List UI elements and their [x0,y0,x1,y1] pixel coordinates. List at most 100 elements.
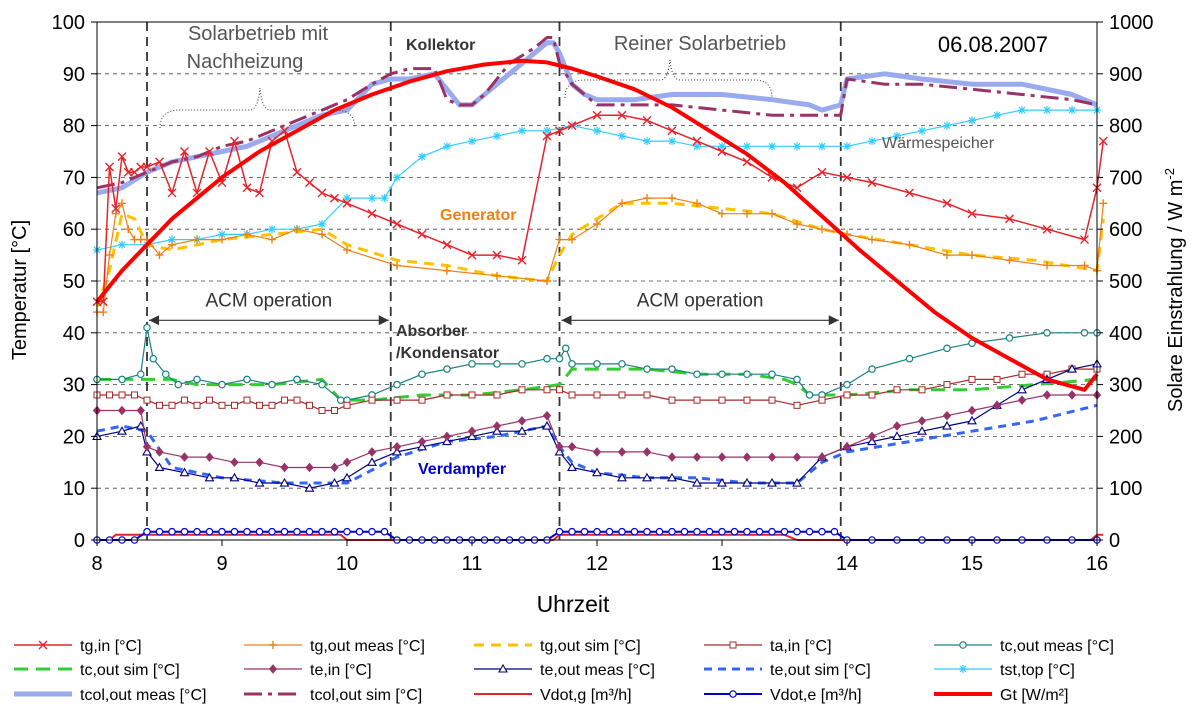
point-tg-out-meas-c-43 [1099,199,1108,208]
point-tg-in-c-3 [111,203,121,213]
point-te-in-c-8 [255,457,264,468]
point-te-out-meas-c-31 [792,477,802,487]
acm-arrow-right-1 [828,315,839,326]
legend-label-vdot-g-m-h: Vdot,g [m³/h] [540,687,632,704]
legend-marker-te-in-c [268,664,278,674]
point-ta-in-c-1 [106,391,113,399]
series-te-out-meas-c [92,358,1102,492]
point-te-out-meas-c-36 [917,426,927,435]
point-tst-top-c-13 [393,173,401,182]
y2-tick-label-3: 300 [1109,375,1142,397]
point-tg-out-meas-c-28 [693,199,701,208]
legend-item-tst-top-c: tst,top [°C] [934,662,1075,679]
point-tg-out-meas-c-20 [493,271,501,280]
point-tc-out-meas-c-9 [243,375,251,384]
y-tick-label-9: 90 [63,64,85,86]
point-ta-in-c-24 [443,391,451,399]
legend-item-gt-w-m: Gt [W/m²] [934,687,1068,704]
point-te-out-meas-c-8 [254,477,265,487]
point-te-in-c-14 [392,442,402,452]
point-ta-in-c-4 [143,396,151,404]
point-tc-out-meas-c-31 [718,370,726,379]
point-te-in-c-22 [567,442,577,452]
point-tg-out-meas-c-15 [293,225,301,234]
point-tst-top-c-11 [368,194,376,203]
point-tg-out-meas-c-38 [968,251,976,260]
point-ta-in-c-48 [1018,370,1026,378]
point-tc-out-meas-c-7 [193,375,201,384]
legend-item-te-out-meas-c: te,out meas [°C] [474,662,655,679]
point-tg-in-c-37 [642,115,652,125]
y-tick-label-6: 60 [63,219,85,241]
point-tg-in-c-46 [867,178,877,188]
point-ta-in-c-41 [843,391,851,399]
point-tst-top-c-31 [843,142,851,151]
point-te-in-c-16 [442,431,452,442]
point-vdot-e-m-h-13 [255,527,264,536]
point-tg-in-c-20 [292,167,302,177]
point-tg-in-c-35 [592,110,602,120]
legend-item-tg-out-meas-c: tg,out meas [°C] [244,638,425,655]
point-ta-in-c-32 [618,391,626,399]
point-tc-out-meas-c-16 [393,380,401,389]
point-tc-out-meas-c-10 [268,380,276,389]
point-tst-top-c-34 [918,126,926,135]
legend-label-tcol-out-meas-c: tcol,out meas [°C] [80,687,206,704]
point-ta-in-c-44 [918,386,926,394]
legend-marker-tg-in-c [38,640,48,650]
y-tick-label-7: 70 [63,167,85,189]
y-tick-label-1: 10 [63,478,85,500]
series-line-tc-out-sim-c [97,367,1098,402]
point-tg-out-meas-c-4 [118,199,126,208]
legend-item-tc-out-sim-c: tc,out sim [°C] [14,662,180,679]
point-vdot-e-m-h-9 [205,527,214,536]
point-te-in-c-19 [517,416,527,426]
point-tc-out-meas-c-34 [793,375,801,384]
point-tc-out-meas-c-25 [568,360,576,368]
point-te-in-c-11 [330,462,339,473]
point-ta-in-c-15 [281,396,288,404]
x-tick-label-6: 14 [836,553,858,575]
point-tg-in-c-22 [317,188,327,198]
point-ta-in-c-34 [668,396,676,404]
point-tst-top-c-14 [418,152,426,161]
series-line-gt-w-m [95,58,1099,392]
point-tc-out-meas-c-28 [643,365,651,373]
point-vdot-e-m-h-58 [818,527,826,536]
point-vdot-e-m-h-8 [193,527,201,536]
point-ta-in-c-27 [518,386,526,394]
y2-tick-label-4: 400 [1109,323,1142,345]
point-tc-out-meas-c-32 [743,370,751,379]
point-tc-out-meas-c-12 [318,380,326,389]
point-vdot-e-m-h-45 [655,527,664,536]
point-te-out-meas-c-42 [1067,363,1077,373]
y-tick-label-0: 0 [74,530,85,552]
point-tg-in-c-39 [692,136,702,146]
point-ta-in-c-39 [793,401,801,409]
point-ta-in-c-43 [893,386,901,394]
point-tc-out-meas-c-27 [618,360,626,368]
point-ta-in-c-8 [193,401,201,409]
annotation-solar-heating-1: Solarbetrieb mit [188,23,329,45]
point-tg-in-c-49 [967,209,977,219]
annotation-verdampfer: Verdampfer [418,461,506,478]
point-tg-in-c-51 [1042,224,1052,234]
point-vdot-e-m-h-12 [243,527,251,536]
point-te-out-meas-c-6 [204,472,215,482]
point-tc-out-meas-c-42 [1005,334,1014,342]
legend-marker-tc-out-meas-c [959,641,967,649]
point-tst-top-c-21 [593,126,601,135]
series-line-tcol-out-sim-c [96,36,1098,190]
brace-solar-only [564,59,773,99]
legend-label-ta-in-c: ta,in [°C] [770,638,832,655]
point-ta-in-c-16 [293,396,301,404]
point-tg-in-c-45 [842,172,852,182]
point-tg-out-meas-c-27 [668,194,676,203]
point-ta-in-c-37 [743,396,751,404]
point-vdot-e-m-h-57 [805,527,814,536]
acm-arrow-left-0 [149,315,159,326]
point-tc-out-meas-c-5 [161,370,170,379]
legend-label-tg-in-c: tg,in [°C] [80,638,142,655]
point-tg-out-meas-c-23 [568,235,576,244]
